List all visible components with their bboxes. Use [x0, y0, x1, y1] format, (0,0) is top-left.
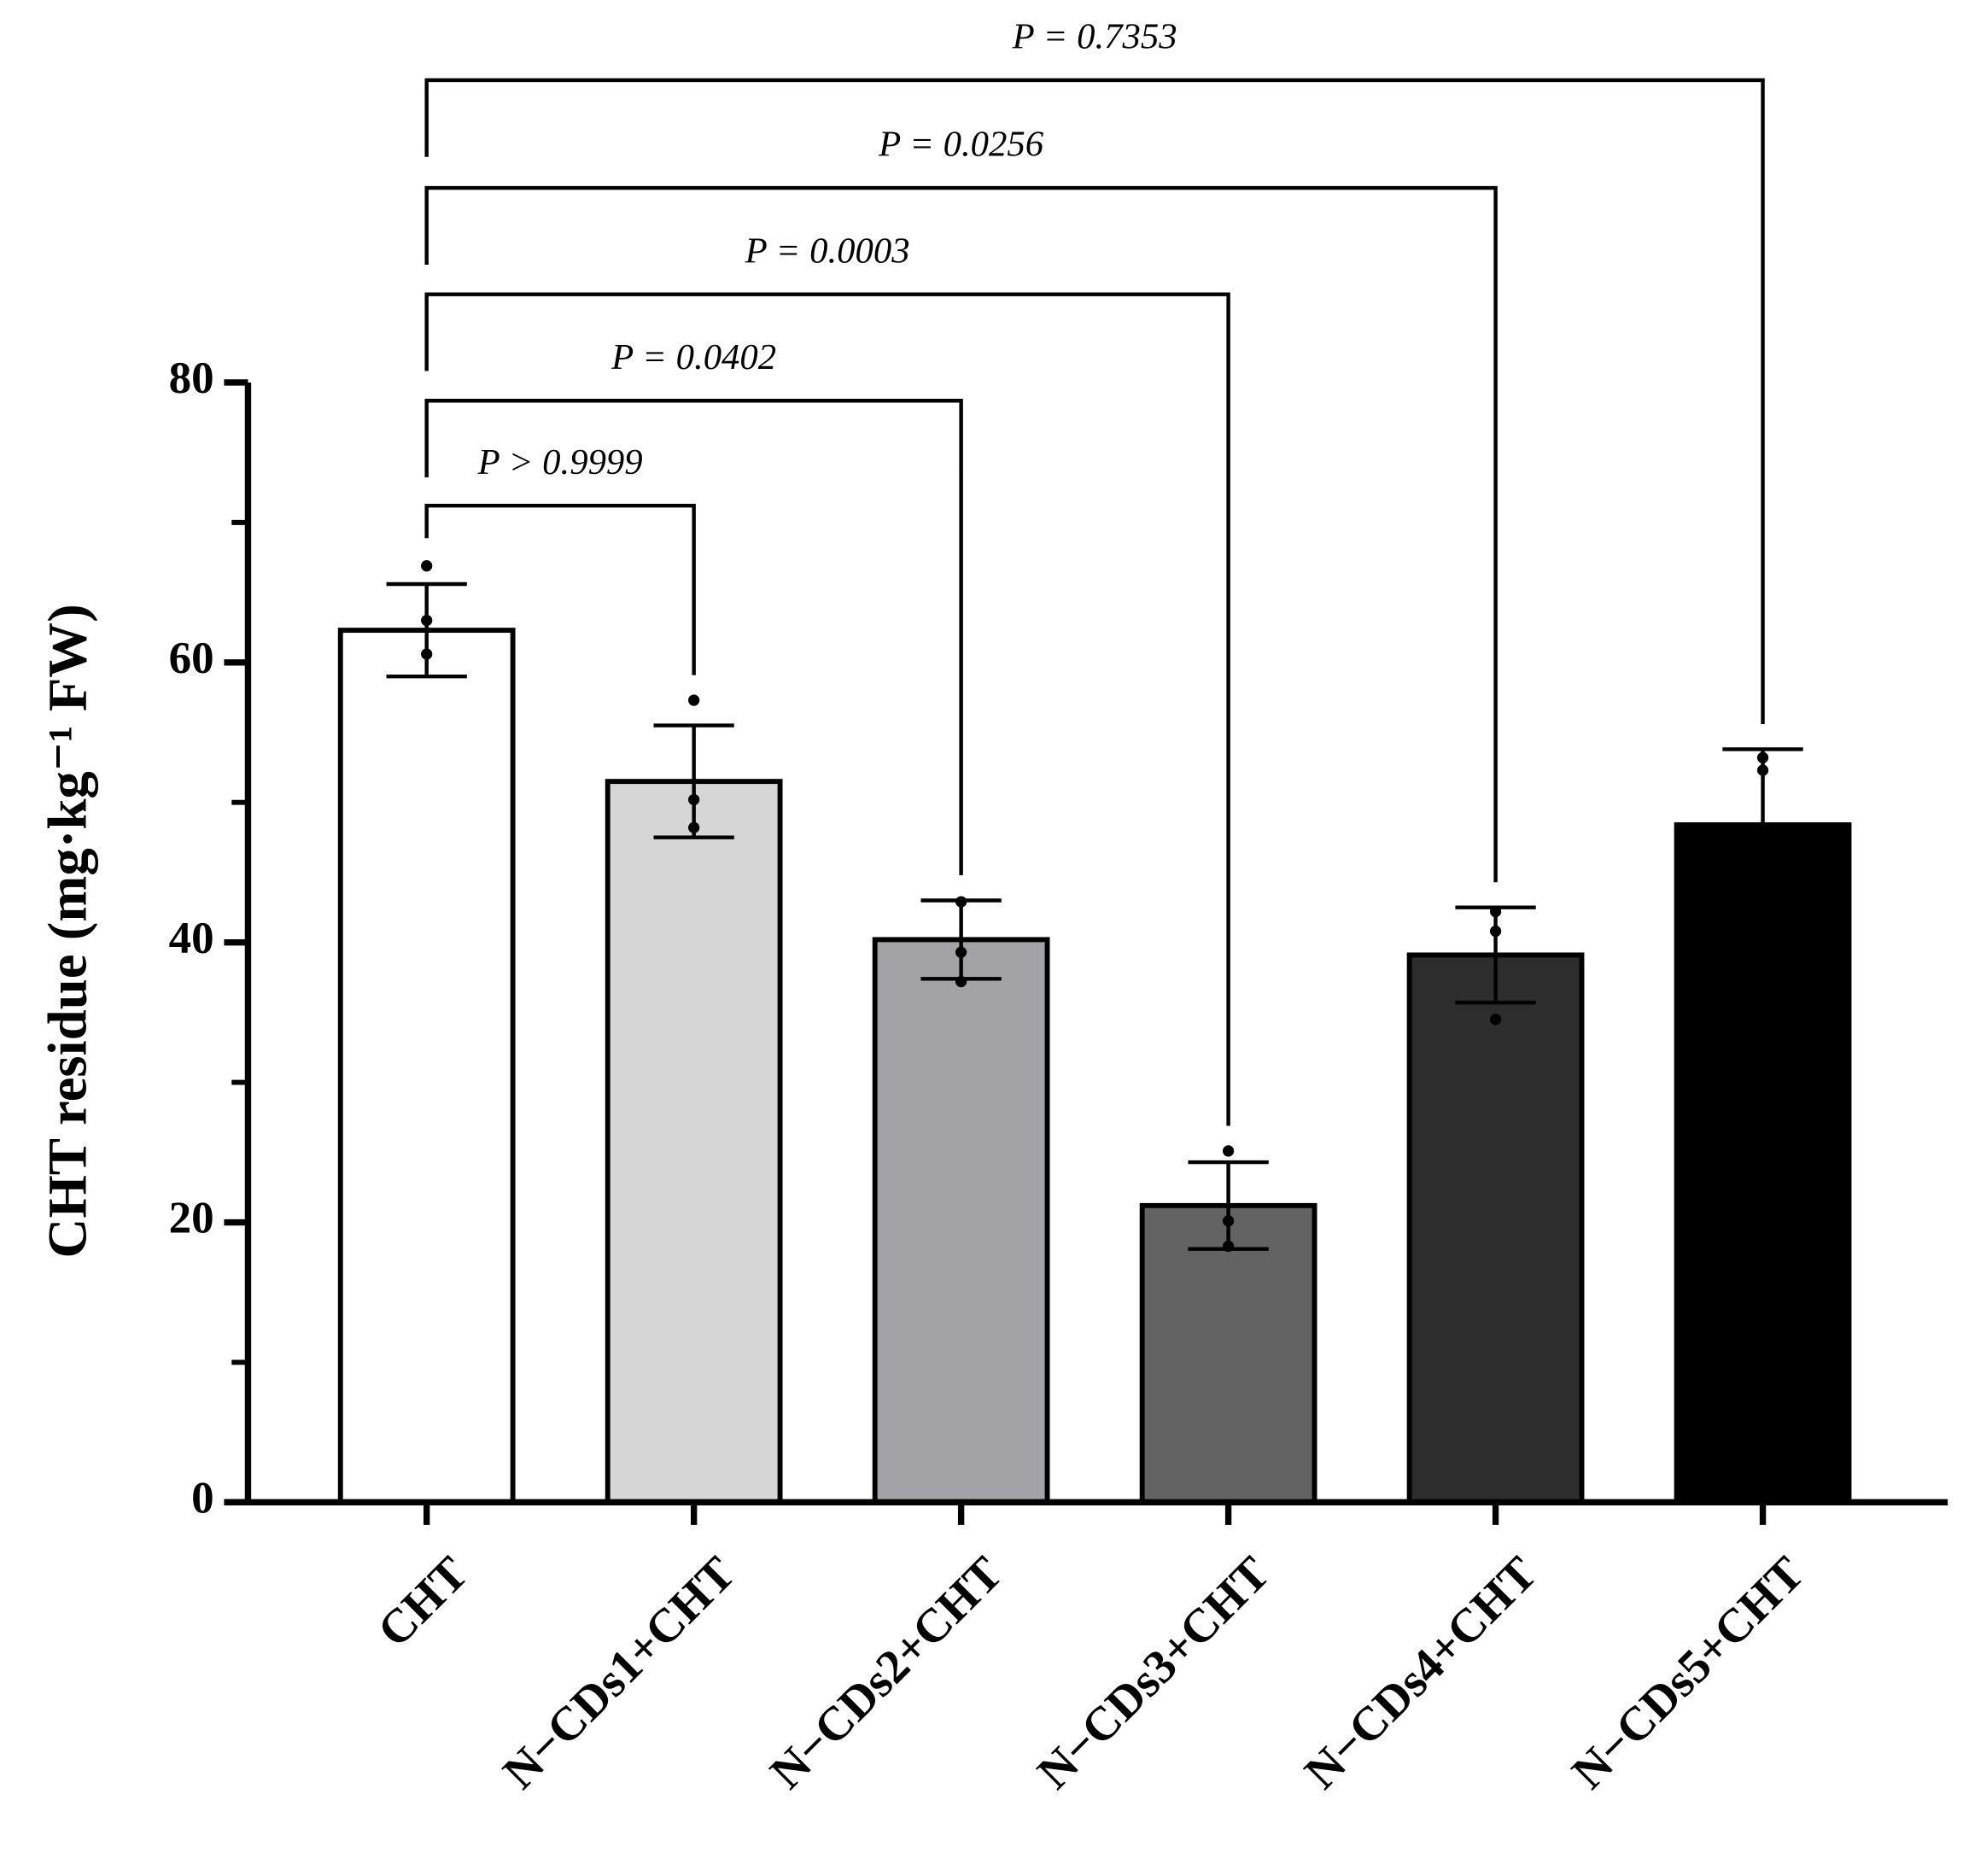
y-axis-title: CHT residue (mg·kg⁻¹ FW) [38, 604, 99, 1258]
p-value-label: P = 0.0402 [611, 337, 776, 377]
bar [605, 779, 783, 1505]
x-tick-label: N−CDs4+CHT [1294, 1546, 1547, 1799]
bar [1674, 822, 1852, 1505]
bar [337, 628, 516, 1505]
data-point [421, 560, 433, 572]
bar [1139, 1202, 1317, 1505]
comparison-bracket [424, 399, 963, 876]
comparison-bracket [424, 78, 1765, 724]
data-point [955, 975, 967, 988]
data-point [688, 694, 700, 706]
comparison-bracket [424, 503, 696, 675]
y-tick-label: 80 [169, 354, 214, 403]
data-point [1489, 925, 1502, 938]
data-point [1222, 1240, 1235, 1253]
data-point [1222, 1215, 1235, 1227]
bar [1406, 952, 1585, 1505]
data-point [1756, 940, 1769, 953]
data-point [1489, 1014, 1502, 1026]
p-value-label: P = 0.0256 [878, 125, 1044, 165]
x-tick-label: N−CDs3+CHT [1027, 1546, 1280, 1799]
data-point [1489, 905, 1502, 918]
data-point [688, 793, 700, 806]
data-point [421, 648, 433, 660]
y-tick-label: 20 [169, 1194, 214, 1243]
bar [872, 937, 1050, 1505]
data-point [955, 946, 967, 958]
p-value-label: P = 0.7353 [1012, 17, 1177, 57]
data-point [1222, 1145, 1235, 1157]
data-point [955, 896, 967, 908]
p-value-label: P > 0.9999 [477, 442, 643, 482]
x-tick-label: CHT [368, 1546, 479, 1657]
data-point [1756, 751, 1769, 763]
x-tick-label: N−CDs5+CHT [1562, 1546, 1814, 1799]
y-tick-label: 0 [191, 1474, 214, 1523]
data-point [421, 614, 433, 627]
x-tick-label: N−CDs1+CHT [493, 1546, 745, 1799]
p-value-label: P = 0.0003 [745, 231, 910, 271]
y-tick-label: 60 [169, 634, 214, 683]
x-tick-label: N−CDs2+CHT [760, 1546, 1013, 1799]
comparison-bracket [424, 292, 1230, 1126]
y-tick-label: 40 [169, 914, 214, 963]
data-point [688, 821, 700, 833]
comparison-bracket [424, 185, 1498, 883]
data-point [1756, 764, 1769, 776]
